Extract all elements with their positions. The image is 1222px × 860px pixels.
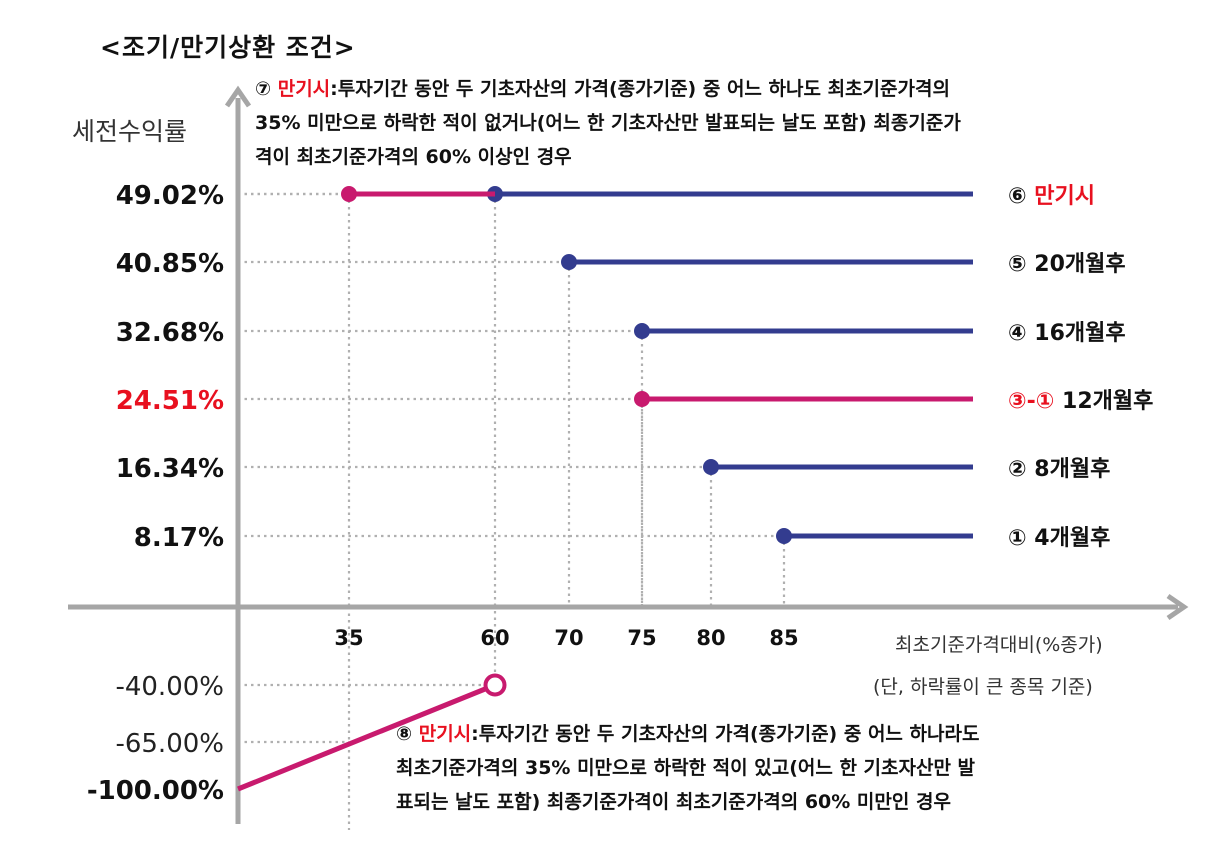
series-label-text-2: 20개월후 bbox=[1034, 252, 1125, 277]
chart-title: <조기/만기상환 조건> bbox=[100, 33, 356, 62]
series-label-4: ③-① 12개월후 bbox=[1008, 389, 1153, 414]
series-point-1 bbox=[341, 186, 357, 202]
y-tick-label-7: -65.00% bbox=[115, 729, 224, 759]
series-label-text-3: 16개월후 bbox=[1034, 321, 1125, 346]
maturity-loss-note-text-1: :투자기간 동안 두 기초자산의 가격(종가기준) 중 어느 하나라도 bbox=[471, 723, 980, 745]
x-axis-note: (단, 하락률이 큰 종목 기준) bbox=[873, 676, 1093, 698]
series-label-0: ⑥ 만기시 bbox=[1008, 184, 1095, 209]
y-tick-label-1: 40.85% bbox=[116, 249, 224, 279]
series-label-3: ④ 16개월후 bbox=[1008, 321, 1126, 346]
series-label-marker-5: ② bbox=[1008, 457, 1034, 482]
y-tick-label-2: 32.68% bbox=[116, 318, 224, 348]
series-label-marker-3: ④ bbox=[1008, 321, 1034, 346]
series-label-text-5: 8개월후 bbox=[1034, 457, 1110, 482]
x-axis-label: 최초기준가격대비(%종가) bbox=[895, 634, 1103, 656]
maturity-gain-note-marker: ⑦ bbox=[255, 78, 272, 100]
series-label-2: ⑤ 20개월후 bbox=[1008, 252, 1126, 277]
x-tick-label-5: 85 bbox=[769, 626, 798, 650]
series-point-3 bbox=[634, 323, 650, 339]
maturity-loss-note-marker: ⑧ bbox=[396, 723, 413, 745]
maturity-loss-note: ⑧ 만기시:투자기간 동안 두 기초자산의 가격(종가기준) 중 어느 하나라도… bbox=[396, 717, 979, 819]
maturity-loss-note-label: 만기시 bbox=[418, 723, 472, 745]
series-point-2 bbox=[561, 254, 577, 270]
series-label-5: ② 8개월후 bbox=[1008, 457, 1110, 482]
series-label-marker-2: ⑤ bbox=[1008, 252, 1034, 277]
series-label-text-4: 12개월후 bbox=[1062, 389, 1153, 414]
maturity-loss-note-line-3: 표되는 날도 포함) 최종기준가격이 최초기준가격의 60% 미만인 경우 bbox=[396, 791, 951, 813]
x-axis-arrow bbox=[1166, 593, 1189, 621]
series-line-7 bbox=[237, 682, 496, 792]
x-tick-label-1: 60 bbox=[480, 626, 509, 650]
series-point-6 bbox=[776, 528, 792, 544]
series-label-marker-6: ① bbox=[1008, 526, 1034, 551]
maturity-gain-note-line-1: ⑦ 만기시:투자기간 동안 두 기초자산의 가격(종가기준) 중 어느 하나도 … bbox=[255, 72, 961, 106]
series-label-text-6: 4개월후 bbox=[1034, 526, 1110, 551]
series-label-text-0: 만기시 bbox=[1034, 184, 1095, 209]
y-tick-label-0: 49.02% bbox=[116, 181, 224, 211]
y-tick-label-8: -100.00% bbox=[87, 776, 224, 806]
maturity-gain-note-line-3: 격이 최초기준가격의 60% 이상인 경우 bbox=[255, 146, 572, 168]
maturity-gain-note: ⑦ 만기시:투자기간 동안 두 기초자산의 가격(종가기준) 중 어느 하나도 … bbox=[255, 72, 961, 174]
y-tick-label-4: 16.34% bbox=[116, 454, 224, 484]
x-tick-label-3: 75 bbox=[627, 626, 656, 650]
maturity-gain-note-label: 만기시 bbox=[277, 78, 331, 100]
maturity-gain-note-line-2: 35% 미만으로 하락한 적이 없거나(어느 한 기초자산만 발표되는 날도 포… bbox=[255, 112, 961, 134]
x-tick-label-0: 35 bbox=[334, 626, 363, 650]
y-tick-label-6: -40.00% bbox=[115, 672, 224, 702]
series-label-marker-4: ③-① bbox=[1008, 389, 1062, 414]
x-tick-label-4: 80 bbox=[696, 626, 725, 650]
series-label-marker-0: ⑥ bbox=[1008, 184, 1034, 209]
y-tick-label-5: 8.17% bbox=[134, 523, 224, 553]
maturity-loss-note-line-1: ⑧ 만기시:투자기간 동안 두 기초자산의 가격(종가기준) 중 어느 하나라도 bbox=[396, 717, 979, 751]
x-tick-label-2: 70 bbox=[554, 626, 583, 650]
y-tick-label-3: 24.51% bbox=[116, 386, 224, 416]
maturity-loss-note-line-2: 최초기준가격의 35% 미만으로 하락한 적이 있고(어느 한 기초자산만 발 bbox=[396, 757, 976, 779]
series-point-4 bbox=[634, 391, 650, 407]
y-axis-arrow bbox=[224, 85, 252, 108]
series-label-6: ① 4개월후 bbox=[1008, 526, 1110, 551]
y-axis-label: 세전수익률 bbox=[72, 117, 188, 146]
series-point-5 bbox=[703, 459, 719, 475]
maturity-gain-note-text-1: :투자기간 동안 두 기초자산의 가격(종가기준) 중 어느 하나도 최초기준가… bbox=[330, 78, 950, 100]
series-open-point-7 bbox=[483, 673, 507, 697]
